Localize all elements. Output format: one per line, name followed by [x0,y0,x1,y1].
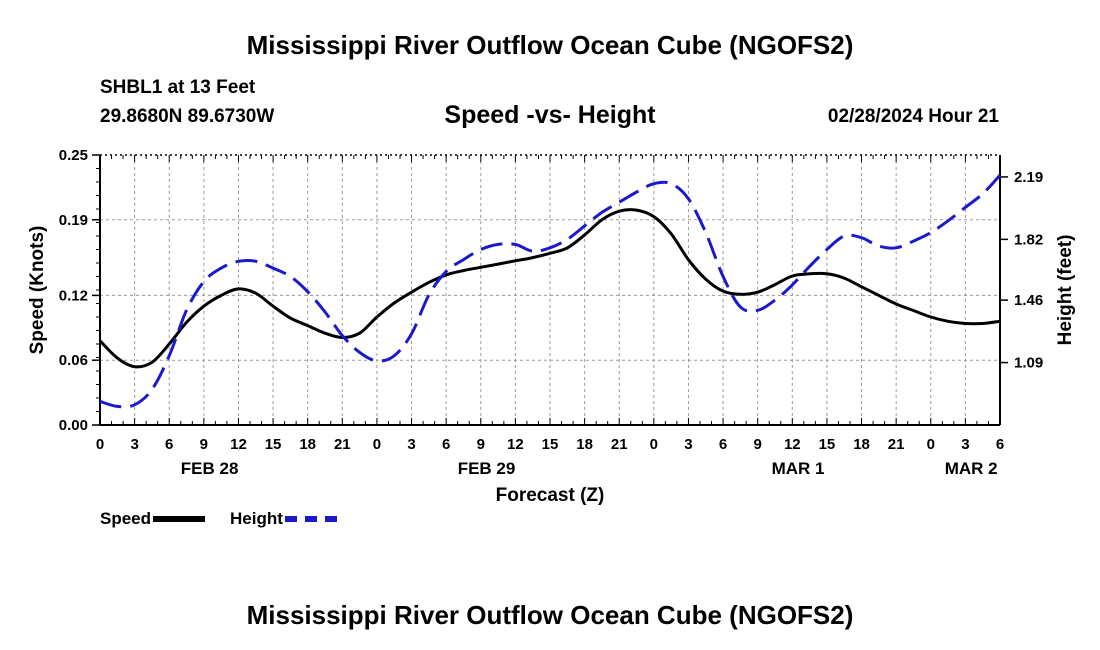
footer-title: Mississippi River Outflow Ocean Cube (NG… [246,600,854,630]
series-line-speed [98,208,1001,369]
page-title: Mississippi River Outflow Ocean Cube (NG… [246,30,854,60]
x-tick-label: 3 [684,436,692,453]
x-tick-label: 12 [784,436,801,453]
x-tick-label: 3 [130,436,138,453]
x-tick-label: 3 [961,436,969,453]
x-tick-label: 15 [542,436,559,453]
series-line-height [99,174,1002,409]
x-tick-label: 12 [507,436,524,453]
x-tick-label: 18 [576,436,593,453]
x-tick-label: 12 [230,436,247,453]
x-day-label: FEB 28 [181,459,239,478]
y-right-axis-title: Height (feet) [1055,235,1076,346]
x-tick-label: 9 [754,436,762,453]
y-left-tick-label: 0.12 [59,287,88,304]
x-tick-label: 15 [819,436,836,453]
x-tick-label: 6 [165,436,173,453]
x-tick-label: 0 [927,436,935,453]
x-tick-label: 0 [373,436,381,453]
forecast-timestamp: 02/28/2024 Hour 21 [827,106,999,127]
y-right-tick-label: 1.09 [1014,355,1043,372]
y-left-axis-title: Speed (Knots) [27,226,48,355]
y-left-tick-label: 0.00 [59,417,88,434]
y-right-tick-label: 1.46 [1014,292,1043,309]
legend-height-swatch [284,516,337,522]
y-left-tick-label: 0.19 [59,212,88,229]
y-right-tick-label: 1.82 [1014,231,1043,248]
x-day-label: MAR 1 [772,459,825,478]
x-tick-label: 0 [650,436,658,453]
x-day-label: MAR 2 [945,459,998,478]
x-tick-label: 6 [996,436,1004,453]
x-tick-label: 9 [477,436,485,453]
x-tick-label: 0 [96,436,104,453]
x-tick-label: 9 [200,436,208,453]
x-tick-label: 21 [611,436,628,453]
x-tick-label: 21 [888,436,905,453]
x-tick-label: 18 [299,436,316,453]
chart-subtitle: Speed -vs- Height [444,101,656,129]
station-coordinates: 29.8680N 89.6730W [100,106,275,127]
x-day-label: FEB 29 [458,459,516,478]
x-tick-label: 18 [853,436,870,453]
legend-height-label: Height [230,509,283,528]
x-tick-label: 6 [442,436,450,453]
station-label: SHBL1 at 13 Feet [100,77,256,98]
legend-speed-swatch [153,516,206,522]
y-left-tick-label: 0.25 [59,147,88,164]
legend-speed: Speed [100,509,206,529]
x-tick-label: 21 [334,436,351,453]
y-left-tick-label: 0.06 [59,352,88,369]
x-tick-label: 6 [719,436,727,453]
legend-speed-label: Speed [100,509,152,528]
y-right-tick-label: 2.19 [1014,169,1043,186]
legend-height: Height [230,509,337,529]
x-tick-label: 15 [265,436,282,453]
x-axis-title: Forecast (Z) [496,485,605,506]
x-tick-label: 3 [407,436,415,453]
